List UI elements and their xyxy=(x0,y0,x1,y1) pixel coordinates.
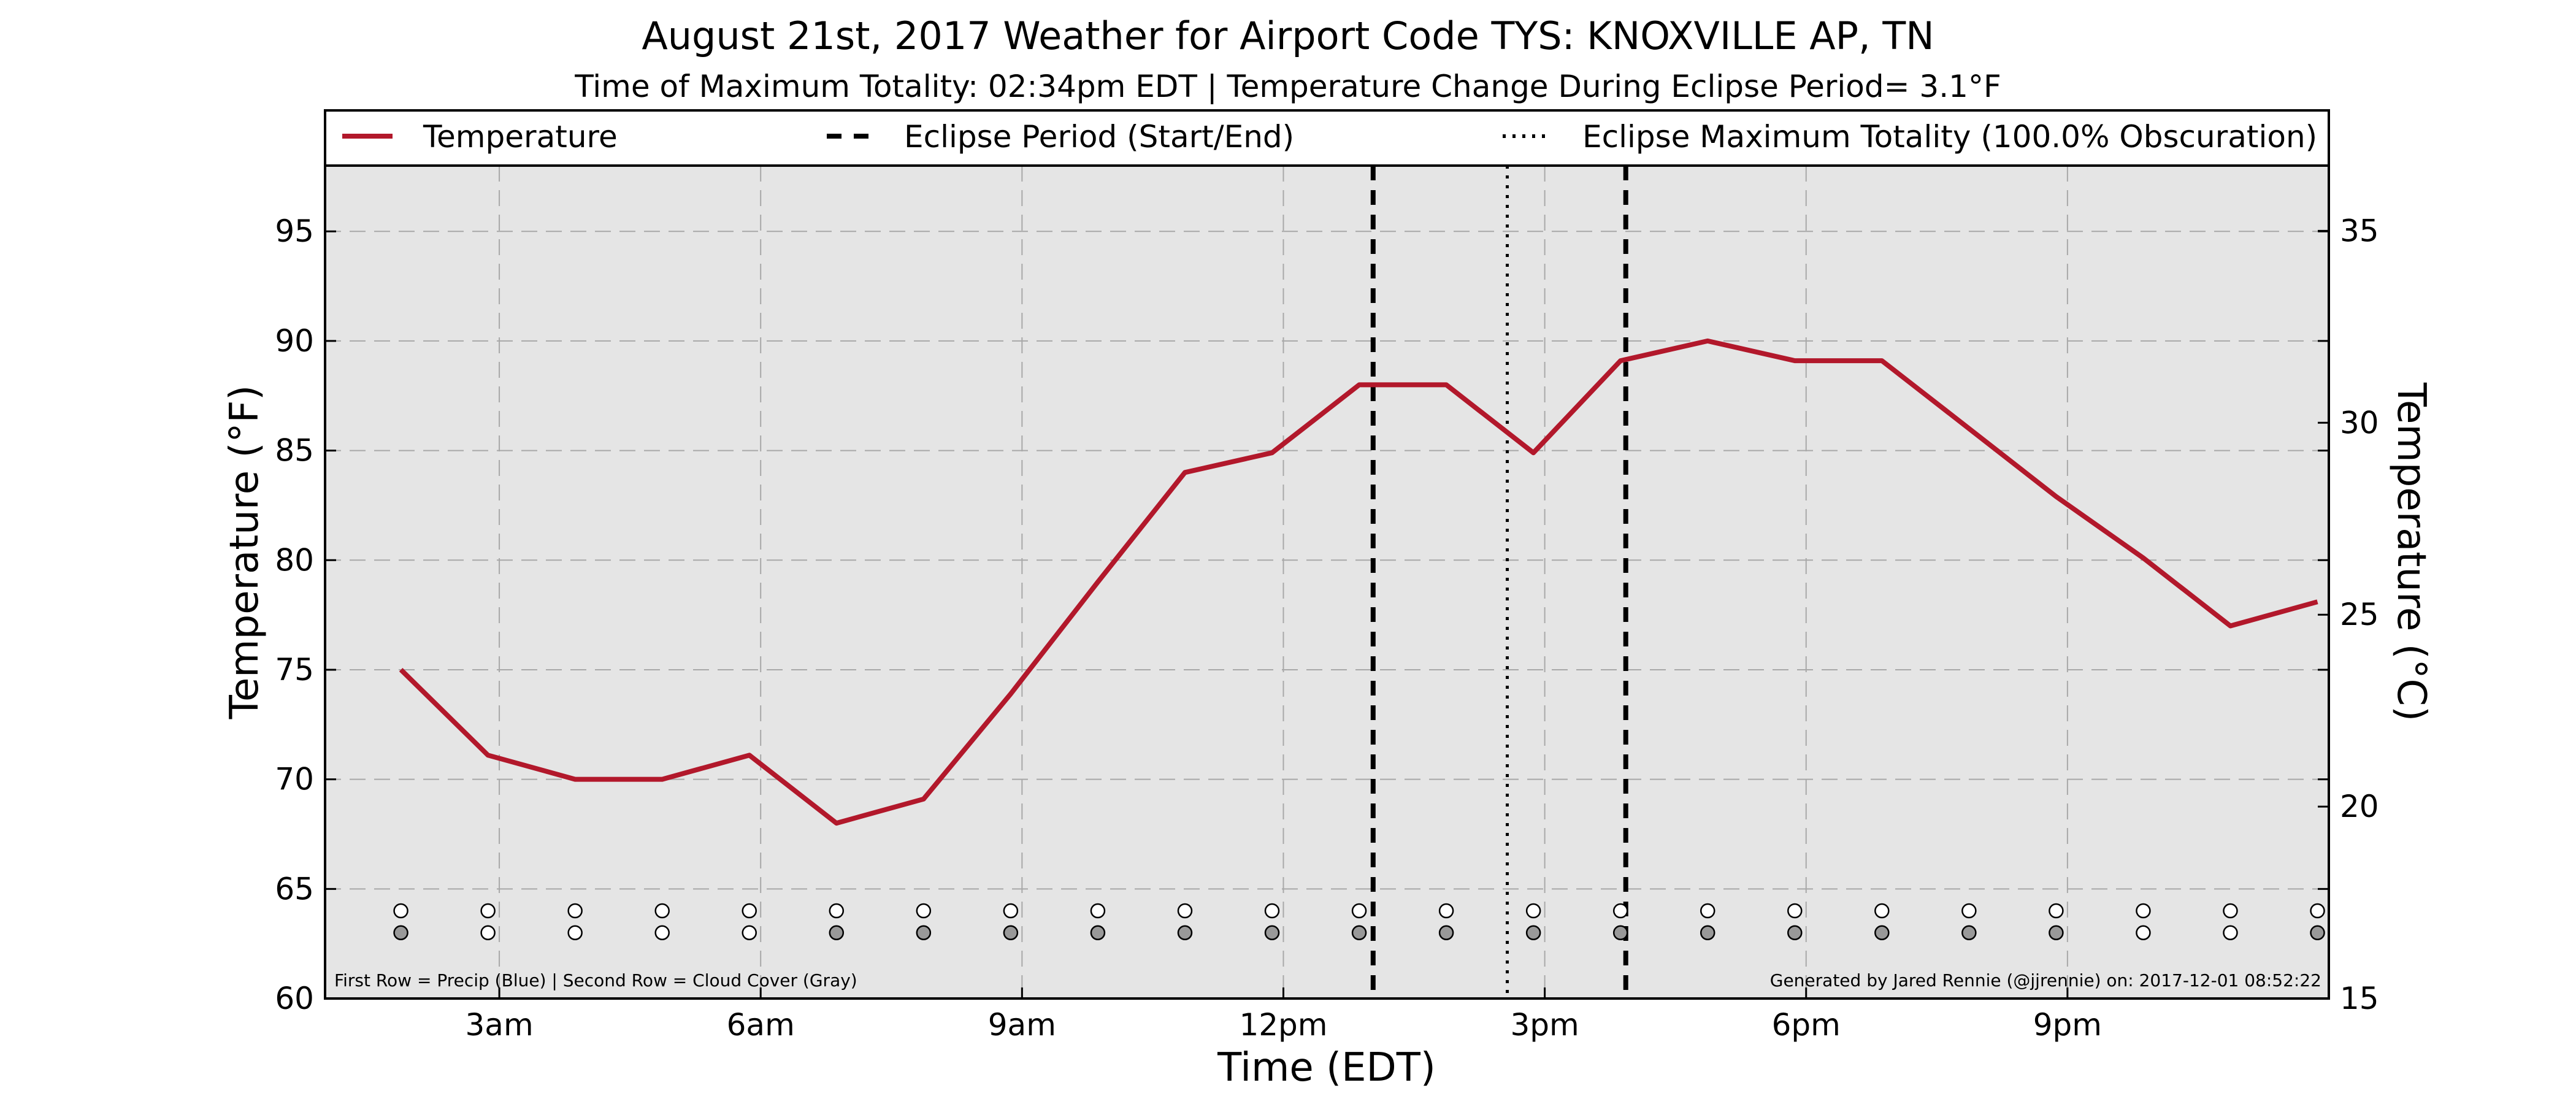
cloud-cover-marker xyxy=(1961,925,1977,941)
legend-temperature-label: Temperature xyxy=(423,119,618,155)
precip-marker xyxy=(1787,903,1803,919)
note-right: Generated by Jared Rennie (@jjrennie) on… xyxy=(1770,970,2321,991)
cloud-cover-marker xyxy=(2049,925,2064,941)
x-tick-label: 9pm xyxy=(2033,1007,2102,1043)
precip-marker xyxy=(1264,903,1280,919)
temperature-line xyxy=(399,338,2318,826)
cloud-cover-marker xyxy=(2136,925,2151,941)
cloud-cover-marker xyxy=(2310,925,2325,941)
cloud-cover-marker xyxy=(1874,925,1890,941)
cloud-cover-marker xyxy=(916,925,932,941)
y2-tick-label: 20 xyxy=(2340,789,2379,824)
cloud-cover-marker xyxy=(393,925,408,941)
axis-ticks: 60 65 70 75 80 85 90 95 15 20 25 30 35 3am 6am 9am 12pm 3… xyxy=(275,110,2379,1043)
legend-box xyxy=(324,109,2330,167)
y-axis-label-right: Temperature (°C) xyxy=(2388,382,2434,721)
x-tick-label: 3pm xyxy=(1510,1007,1579,1043)
precip-marker xyxy=(1525,903,1541,919)
cloud-cover-marker xyxy=(742,925,757,941)
precip-marker xyxy=(1003,903,1019,919)
precip-marker xyxy=(480,903,496,919)
x-tick-label: 6pm xyxy=(1772,1007,1841,1043)
precip-marker xyxy=(2049,903,2064,919)
x-axis-label: Time (EDT) xyxy=(1217,1045,1436,1091)
chart-title: August 21st, 2017 Weather for Airport Co… xyxy=(642,13,1934,58)
y-tick-label: 75 xyxy=(275,652,314,688)
y-axis-label-left: Temperature (°F) xyxy=(222,385,267,720)
precip-marker xyxy=(1438,903,1454,919)
legend-totality-label: Eclipse Maximum Totality (100.0% Obscura… xyxy=(1582,119,2317,155)
marker-rows xyxy=(393,903,2325,941)
precip-marker xyxy=(1961,903,1977,919)
cloud-cover-marker xyxy=(1177,925,1193,941)
cloud-cover-marker xyxy=(829,925,845,941)
grid xyxy=(325,166,2329,999)
precip-marker xyxy=(742,903,757,919)
note-left: First Row = Precip (Blue) | Second Row =… xyxy=(334,970,857,991)
y2-tick-label: 30 xyxy=(2340,405,2379,440)
precip-marker xyxy=(2223,903,2238,919)
y-tick-label: 80 xyxy=(275,542,314,578)
cloud-cover-marker xyxy=(1351,925,1367,941)
precip-marker xyxy=(1177,903,1193,919)
precip-marker xyxy=(1700,903,1715,919)
y2-tick-label: 15 xyxy=(2340,981,2379,1016)
y-tick-label: 70 xyxy=(275,762,314,797)
cloud-cover-marker xyxy=(1264,925,1280,941)
precip-marker xyxy=(1874,903,1890,919)
cloud-cover-marker xyxy=(567,925,583,941)
precip-marker xyxy=(393,903,408,919)
y2-tick-label: 35 xyxy=(2340,213,2379,248)
precip-marker xyxy=(2310,903,2325,919)
y-tick-label: 85 xyxy=(275,433,314,469)
y-tick-label: 65 xyxy=(275,871,314,907)
x-tick-label: 12pm xyxy=(1239,1007,1327,1043)
precip-marker xyxy=(1612,903,1628,919)
precip-marker xyxy=(654,903,670,919)
x-tick-label: 6am xyxy=(727,1007,795,1043)
eclipse-lines xyxy=(1370,166,1628,999)
cloud-cover-marker xyxy=(480,925,496,941)
precip-marker xyxy=(567,903,583,919)
legend-eclipse-period-label: Eclipse Period (Start/End) xyxy=(904,119,1294,155)
legend: Temperature Eclipse Period (Start/End) E… xyxy=(342,119,2317,155)
x-tick-label: 3am xyxy=(466,1007,534,1043)
precip-marker xyxy=(2136,903,2151,919)
y-tick-label: 60 xyxy=(275,981,314,1016)
x-tick-label: 9am xyxy=(988,1007,1056,1043)
chart-subtitle: Time of Maximum Totality: 02:34pm EDT | … xyxy=(574,69,2001,104)
cloud-cover-marker xyxy=(1700,925,1715,941)
cloud-cover-marker xyxy=(1090,925,1106,941)
precip-marker xyxy=(1090,903,1106,919)
cloud-cover-marker xyxy=(1525,925,1541,941)
cloud-cover-marker xyxy=(2223,925,2238,941)
y2-tick-label: 25 xyxy=(2340,597,2379,632)
y-tick-label: 90 xyxy=(275,323,314,359)
cloud-cover-marker xyxy=(1003,925,1019,941)
cloud-cover-marker xyxy=(1438,925,1454,941)
precip-marker xyxy=(1351,903,1367,919)
precip-marker xyxy=(829,903,845,919)
plot-area xyxy=(325,166,2329,999)
y-tick-label: 95 xyxy=(275,213,314,249)
cloud-cover-marker xyxy=(654,925,670,941)
cloud-cover-marker xyxy=(1612,925,1628,941)
precip-marker xyxy=(916,903,932,919)
cloud-cover-marker xyxy=(1787,925,1803,941)
